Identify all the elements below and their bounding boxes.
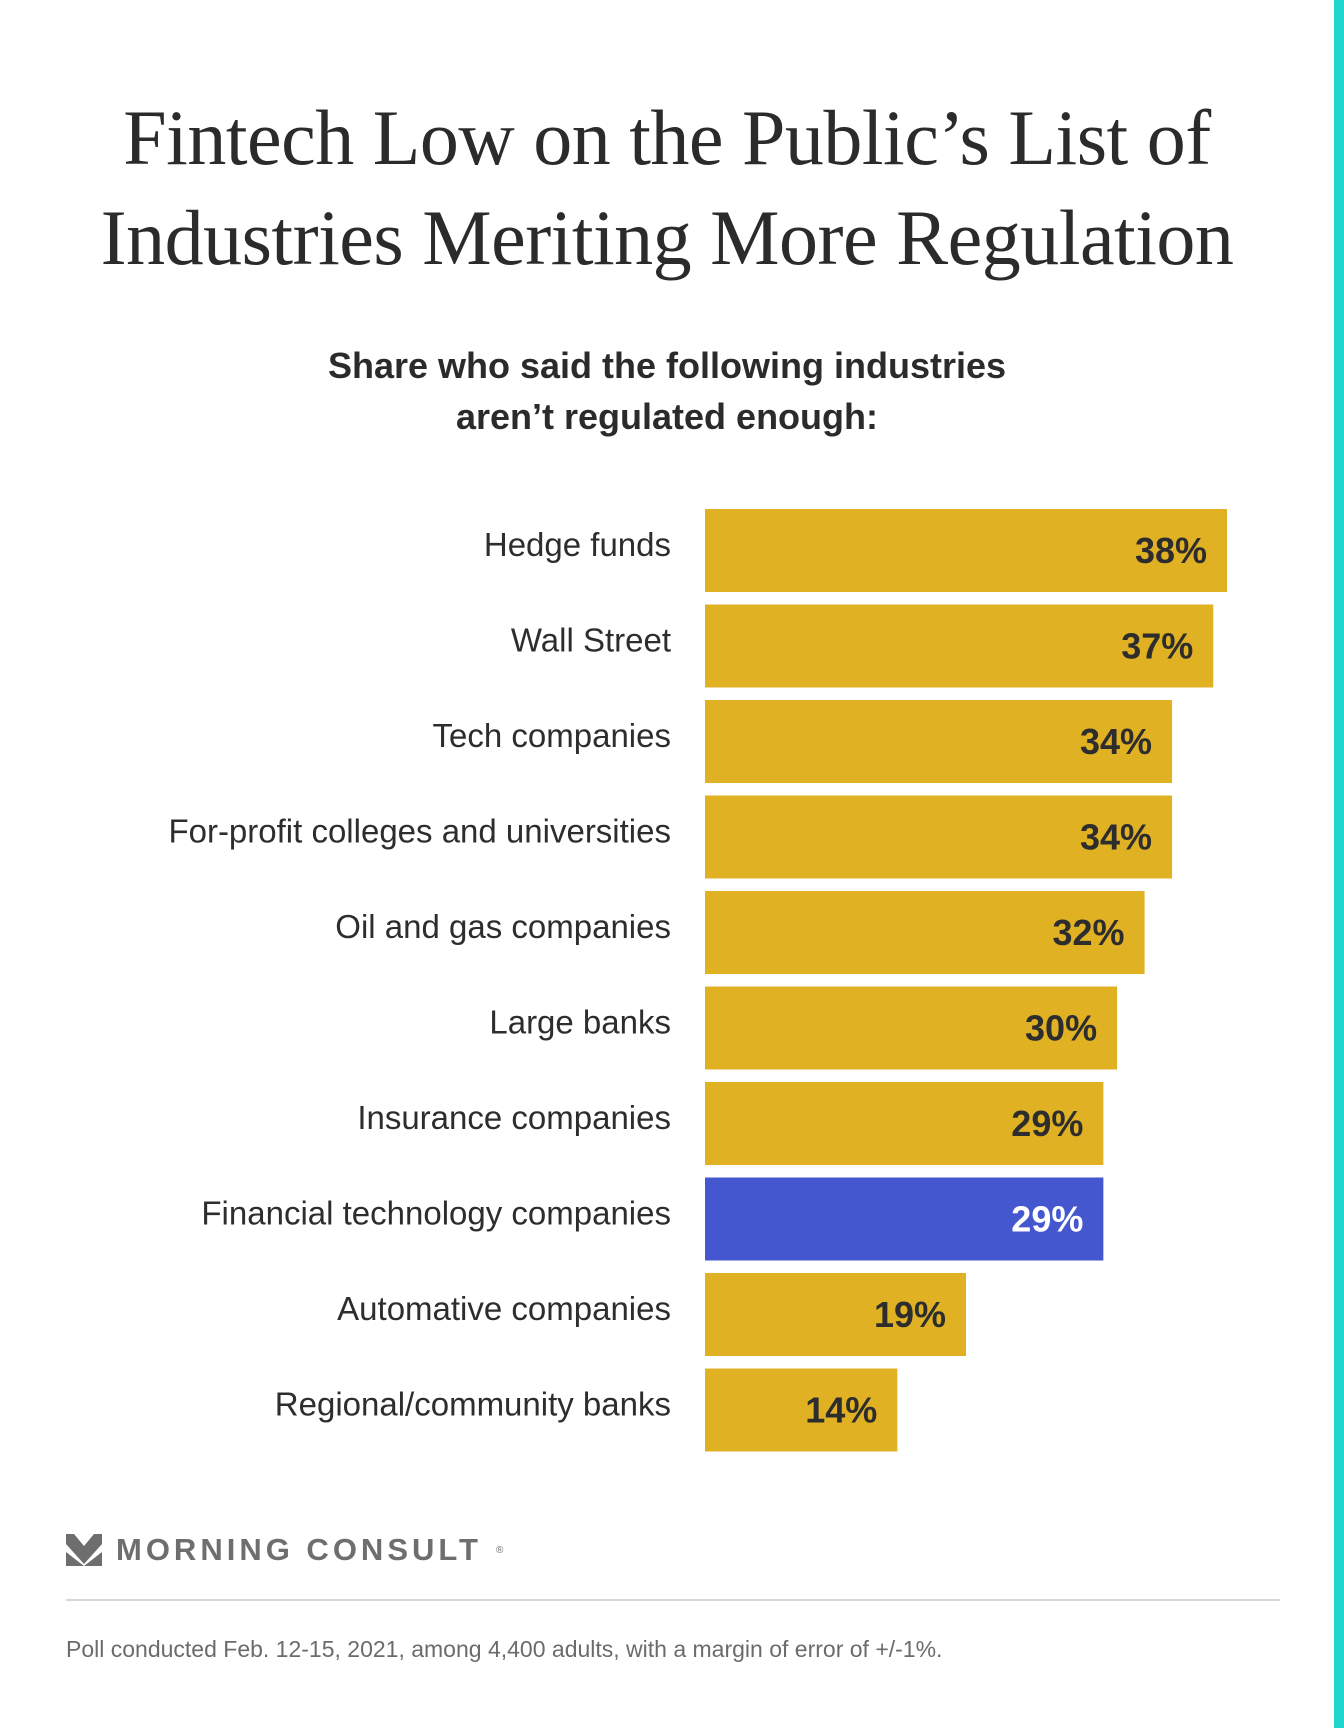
data-label: 29% — [1011, 1199, 1083, 1240]
bar-1 — [705, 604, 1214, 688]
bar-4 — [705, 891, 1145, 974]
logo-text: MORNING CONSULT — [116, 1532, 482, 1567]
data-label: 29% — [1011, 1103, 1083, 1144]
data-label: 37% — [1121, 626, 1193, 667]
category-label: Tech companies — [433, 717, 671, 754]
category-label: Wall Street — [511, 622, 671, 659]
accent-stripe — [1334, 0, 1344, 1728]
bar-9 — [705, 1368, 898, 1452]
data-label: 30% — [1025, 1008, 1097, 1049]
category-label: Regional/community banks — [275, 1386, 671, 1423]
data-label: 32% — [1053, 912, 1125, 953]
category-label: Oil and gas companies — [335, 908, 671, 945]
category-label: Hedge funds — [484, 526, 671, 563]
category-label: Financial technology companies — [201, 1195, 671, 1232]
bar-0 — [705, 509, 1227, 592]
category-label: Automative companies — [337, 1290, 671, 1327]
category-label: Large banks — [489, 1004, 671, 1041]
footnote: Poll conducted Feb. 12-15, 2021, among 4… — [66, 1636, 943, 1662]
subtitle-line-2: aren’t regulated enough: — [455, 396, 879, 437]
bar-chart: Hedge funds 38% Wall Street 37% Tech compani… — [168, 509, 1227, 1452]
bar-3 — [705, 795, 1173, 879]
title-line-2: Industries Meriting More Regulation — [100, 194, 1234, 281]
data-label: 38% — [1135, 530, 1207, 571]
subtitle-line-1: Share who said the following industries — [327, 345, 1007, 386]
morning-consult-logo: MORNING CONSULT ® — [66, 1532, 503, 1568]
data-label: 14% — [805, 1390, 877, 1431]
bar-6 — [705, 1082, 1104, 1165]
bar-5 — [705, 986, 1118, 1070]
category-label: For-profit colleges and universities — [168, 813, 671, 850]
registered-mark: ® — [495, 1544, 504, 1556]
chart-title: Fintech Low on the Public’s List of Indu… — [0, 88, 1334, 288]
data-label: 34% — [1080, 721, 1152, 762]
data-label: 34% — [1080, 817, 1152, 858]
bar-7 — [705, 1177, 1104, 1261]
chart-subtitle: Share who said the following industries … — [0, 340, 1334, 442]
divider — [66, 1599, 1280, 1601]
category-label: Insurance companies — [357, 1099, 671, 1136]
data-label: 19% — [874, 1294, 946, 1335]
title-line-1: Fintech Low on the Public’s List of — [123, 94, 1211, 181]
bar-2 — [705, 700, 1173, 783]
logo-chevron-icon — [66, 1534, 102, 1566]
bar-8 — [705, 1273, 966, 1356]
